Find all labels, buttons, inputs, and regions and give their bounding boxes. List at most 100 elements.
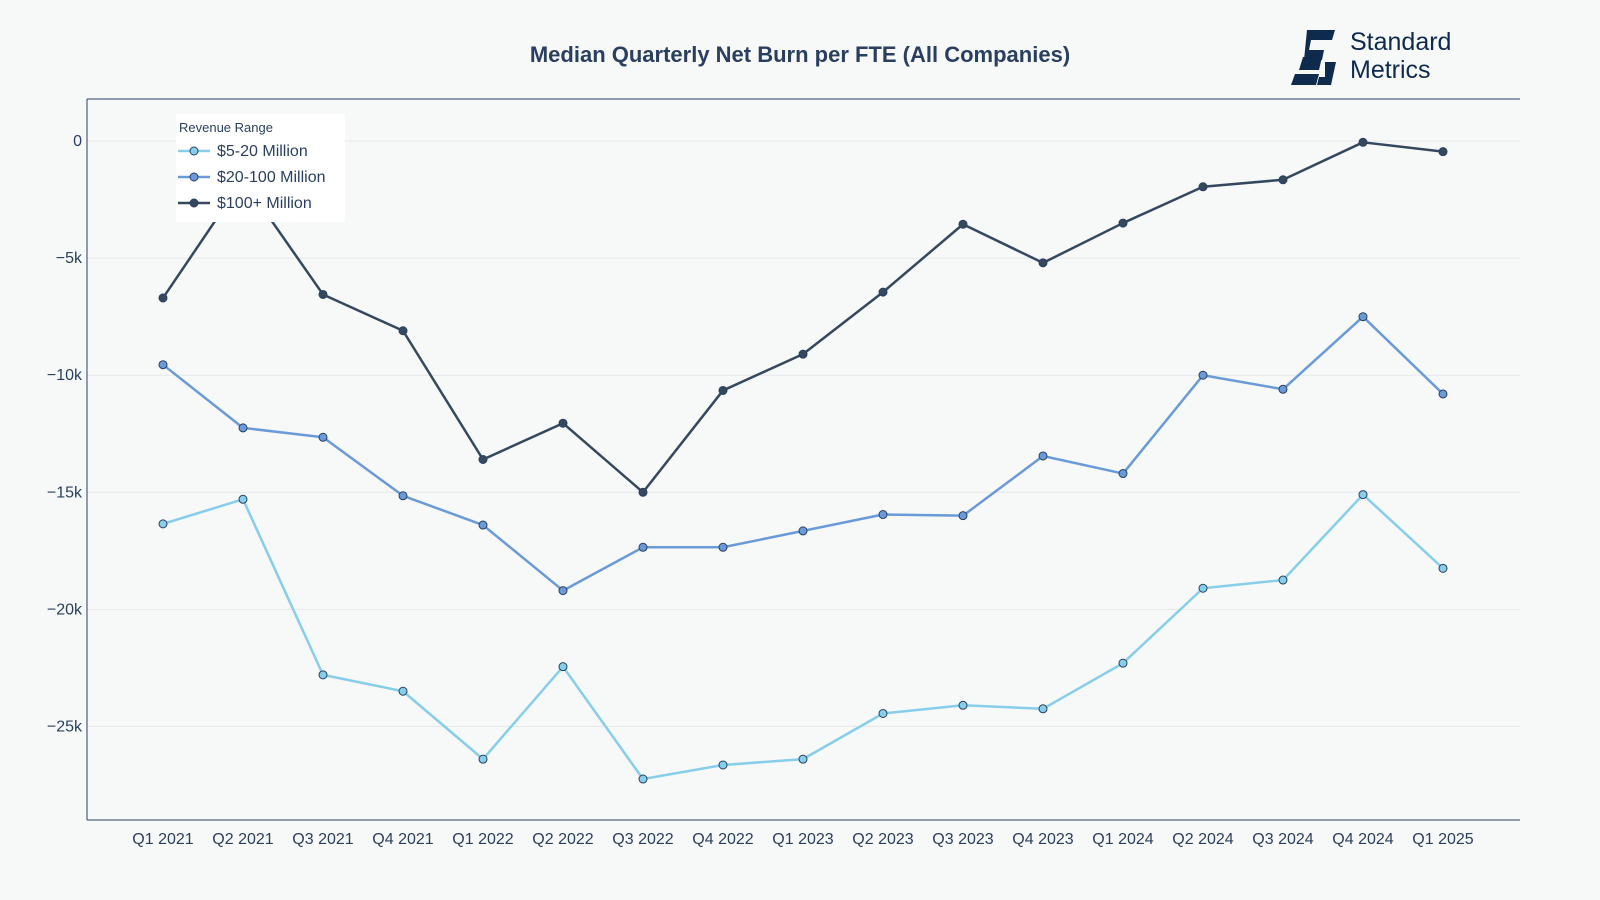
data-point[interactable] xyxy=(878,708,888,718)
grid-lines xyxy=(87,140,1520,727)
data-point[interactable] xyxy=(318,432,328,442)
data-point[interactable] xyxy=(238,494,248,504)
x-tick-label: Q3 2024 xyxy=(1252,831,1313,848)
legend-label: $5-20 Million xyxy=(217,143,308,160)
data-point[interactable] xyxy=(558,586,568,596)
legend-item-5-20-million[interactable]: $5-20 Million xyxy=(176,140,345,164)
y-axis-ticks: 0 −5k −10k −15k −20k −25k xyxy=(47,133,83,735)
x-tick-label: Q1 2023 xyxy=(772,831,833,848)
y-tick-label: 0 xyxy=(73,133,82,150)
x-tick-label: Q2 2022 xyxy=(532,831,593,848)
series-line xyxy=(161,141,1444,494)
x-tick-label: Q3 2022 xyxy=(612,831,673,848)
data-point[interactable] xyxy=(638,542,648,552)
series-1 xyxy=(158,312,1448,596)
data-point[interactable] xyxy=(1038,258,1048,268)
x-tick-label: Q4 2023 xyxy=(1012,831,1073,848)
legend-swatch-100-plus-million xyxy=(178,198,210,208)
data-point[interactable] xyxy=(1438,389,1448,399)
data-point[interactable] xyxy=(158,360,168,370)
y-tick-label: −20k xyxy=(47,601,83,618)
data-point[interactable] xyxy=(1198,370,1208,380)
data-point[interactable] xyxy=(638,487,648,497)
data-point[interactable] xyxy=(318,289,328,299)
data-point[interactable] xyxy=(478,455,488,464)
legend-item-100-plus-million[interactable]: $100+ Million xyxy=(176,192,345,216)
data-point[interactable] xyxy=(1198,182,1208,192)
data-point[interactable] xyxy=(398,686,408,696)
legend-swatch-5-20-million xyxy=(178,146,210,156)
y-tick-label: −10k xyxy=(47,367,83,384)
logo-line-2: Metrics xyxy=(1350,56,1431,84)
data-point[interactable] xyxy=(158,519,168,529)
x-tick-label: Q2 2024 xyxy=(1172,831,1233,848)
legend-title: Revenue Range xyxy=(179,120,273,135)
x-tick-label: Q1 2021 xyxy=(132,831,193,848)
data-point[interactable] xyxy=(1278,575,1288,585)
data-point[interactable] xyxy=(958,219,968,229)
logo-line-1: Standard xyxy=(1350,28,1452,56)
legend-item-20-100-million[interactable]: $20-100 Million xyxy=(176,166,345,190)
legend-label: $20-100 Million xyxy=(217,169,326,186)
x-tick-label: Q2 2021 xyxy=(212,831,273,848)
x-tick-label: Q2 2023 xyxy=(852,831,913,848)
data-point[interactable] xyxy=(478,754,488,764)
data-point[interactable] xyxy=(958,511,968,521)
data-point[interactable] xyxy=(558,662,568,672)
data-point[interactable] xyxy=(798,349,808,359)
standard-metrics-logo-icon xyxy=(1291,30,1336,85)
data-point[interactable] xyxy=(1438,563,1448,573)
x-tick-label: Q3 2021 xyxy=(292,831,353,848)
data-point[interactable] xyxy=(718,542,728,552)
data-point[interactable] xyxy=(1278,384,1288,394)
data-point[interactable] xyxy=(398,491,408,501)
series-line xyxy=(162,493,1444,781)
series-0 xyxy=(158,490,1448,784)
data-point[interactable] xyxy=(1358,490,1368,500)
x-tick-label: Q1 2022 xyxy=(452,831,513,848)
data-point[interactable] xyxy=(478,520,488,530)
data-point[interactable] xyxy=(558,418,568,428)
data-point[interactable] xyxy=(238,423,248,433)
data-point[interactable] xyxy=(878,287,888,297)
x-axis-ticks: Q1 2021 Q2 2021 Q3 2021 Q4 2021 Q1 2022 Q2 20… xyxy=(132,831,1473,848)
data-point[interactable] xyxy=(1438,147,1448,157)
legend-swatch-20-100-million xyxy=(178,172,210,182)
data-point[interactable] xyxy=(798,754,808,764)
y-tick-label: −5k xyxy=(56,250,83,267)
y-tick-label: −25k xyxy=(47,718,83,735)
data-point[interactable] xyxy=(1358,137,1368,147)
data-point[interactable] xyxy=(718,385,728,395)
y-tick-label: −15k xyxy=(47,484,83,501)
axes xyxy=(86,98,1520,821)
data-point[interactable] xyxy=(1038,704,1048,714)
data-point[interactable] xyxy=(1278,175,1288,185)
data-point[interactable] xyxy=(1038,451,1048,461)
x-tick-label: Q1 2024 xyxy=(1092,831,1153,848)
x-tick-label: Q1 2025 xyxy=(1412,831,1473,848)
data-point[interactable] xyxy=(398,326,408,336)
data-point[interactable] xyxy=(1358,312,1368,322)
standard-metrics-logo: Standard Metrics xyxy=(1289,28,1489,88)
data-point[interactable] xyxy=(638,774,648,784)
data-point[interactable] xyxy=(158,293,168,303)
data-point[interactable] xyxy=(798,526,808,536)
chart-title: Median Quarterly Net Burn per FTE (All C… xyxy=(529,42,1071,67)
data-point[interactable] xyxy=(878,510,888,520)
data-point[interactable] xyxy=(1118,469,1128,479)
x-tick-label: Q4 2024 xyxy=(1332,831,1393,848)
data-point[interactable] xyxy=(1118,218,1128,228)
series-lines xyxy=(158,137,1448,784)
x-tick-label: Q4 2021 xyxy=(372,831,433,848)
x-tick-label: Q3 2023 xyxy=(932,831,993,848)
data-point[interactable] xyxy=(318,670,328,680)
legend-label: $100+ Million xyxy=(217,195,312,212)
data-point[interactable] xyxy=(718,760,728,770)
x-tick-label: Q4 2022 xyxy=(692,831,753,848)
data-point[interactable] xyxy=(958,700,968,710)
data-point[interactable] xyxy=(1118,658,1128,668)
legend[interactable]: Revenue Range $5-20 Million $20-100 Mill… xyxy=(176,114,345,222)
series-2 xyxy=(158,137,1448,497)
data-point[interactable] xyxy=(1198,583,1208,593)
